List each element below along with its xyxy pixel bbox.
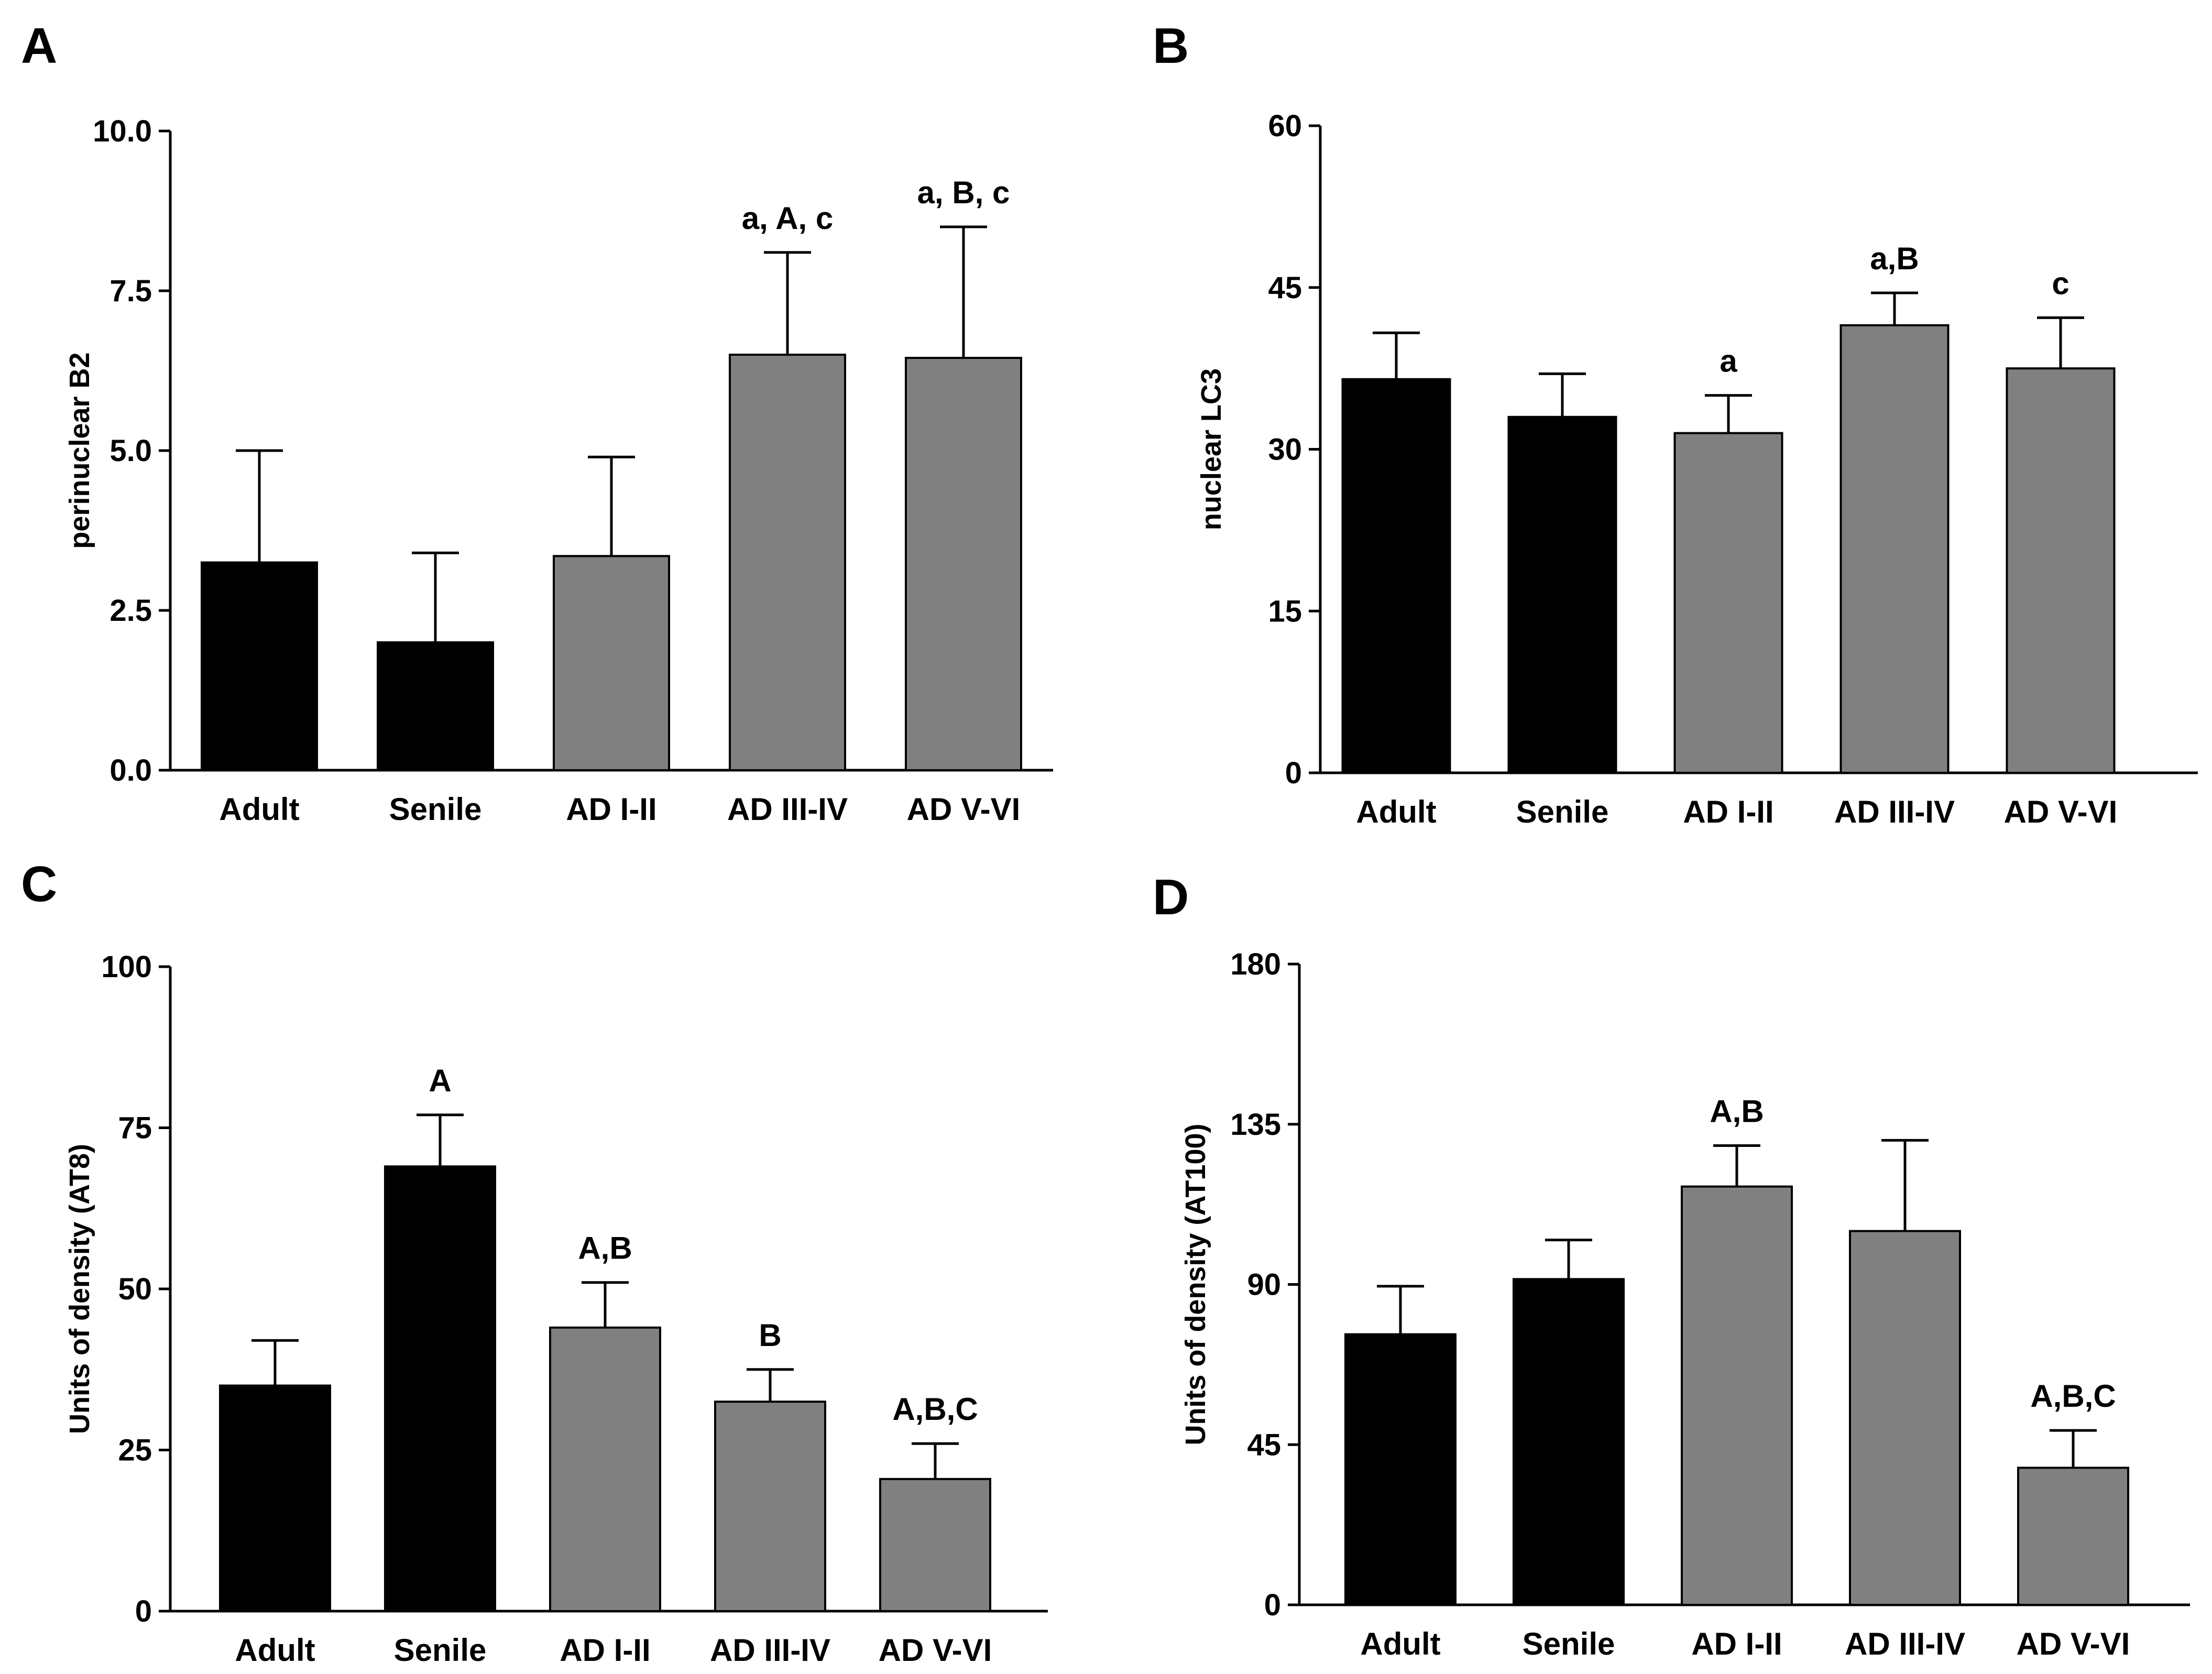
panel-letter: A [21,18,57,74]
bar-ad-i-ii [549,1326,661,1613]
panel-d-chart: D 0 45 90 135 180 Units of density (AT100) Adul… [1153,869,2190,1661]
x-tick-label: Adult [1356,794,1436,829]
y-tick-label: 45 [1268,271,1302,305]
x-tick-label: AD III-IV [1845,1626,1965,1661]
y-tick-label: 0 [135,1594,152,1628]
bar-adult [219,1384,331,1612]
y-tick-label: 135 [1230,1108,1281,1142]
y-tick-label: 75 [118,1111,152,1145]
x-tick-label: AD III-IV [1834,794,1955,829]
x-tick-label: AD V-VI [2017,1626,2130,1661]
y-tick-label: 25 [118,1434,152,1468]
significance-label: c [2052,266,2069,301]
y-tick-label: 5.0 [109,434,152,468]
x-tick-label: AD III-IV [710,1633,830,1668]
x-tick-label: Senile [1523,1626,1615,1661]
bar-ad-iii-iv [1849,1230,1961,1606]
x-tick-label: Adult [235,1633,315,1668]
significance-label: A,B,C [2030,1378,2116,1414]
bar-ad-iii-iv [1839,324,1950,774]
y-tick-label: 10.0 [93,114,152,148]
x-tick-label: Senile [389,792,482,827]
panel-a-chart: A 0.0 2.5 5.0 7.5 10.0 perinuclear B2 Adult Seni… [21,18,1053,827]
x-tick-label: AD I-II [1683,794,1773,829]
panel-b-chart: B 0 15 30 45 60 nuclear LC3 Adult Senile AD I-II a… [1153,18,2198,829]
bar-senile [384,1165,496,1613]
bar-adult [1344,1333,1457,1606]
bar-ad-v-vi [905,357,1022,771]
x-tick-label: AD I-II [560,1633,650,1668]
x-tick-label: Adult [1360,1626,1440,1661]
x-tick-label: AD III-IV [727,792,848,827]
panel-letter: D [1153,869,1189,925]
bar-senile [1513,1278,1625,1606]
bar-ad-i-ii [553,555,670,772]
significance-label: a [1720,344,1737,379]
x-tick-label: AD V-VI [907,792,1021,827]
x-tick-label: Senile [1516,794,1609,829]
y-tick-label: 100 [101,950,152,984]
x-tick-label: AD I-II [566,792,656,827]
significance-label: a,B [1870,241,1919,276]
bar-ad-iii-iv [714,1401,826,1612]
y-axis-title: Units of density (AT8) [64,1144,95,1434]
y-tick-label: 180 [1230,947,1281,981]
y-tick-label: 0 [1264,1588,1281,1622]
y-tick-label: 0 [1285,756,1302,790]
significance-label: a, B, c [917,175,1010,210]
bar-ad-v-vi [2017,1467,2129,1606]
y-tick-label: 15 [1268,594,1302,628]
x-tick-label: Senile [394,1633,487,1668]
x-tick-label: AD V-VI [2004,794,2118,829]
y-tick-label: 0.0 [109,753,152,787]
significance-label: A,B [578,1231,632,1266]
y-axis-title: perinuclear B2 [64,352,95,549]
x-tick-label: Adult [219,792,299,827]
panel-letter: B [1153,18,1189,74]
significance-label: A,B [1710,1094,1764,1129]
bar-ad-i-ii [1681,1185,1793,1606]
y-tick-label: 60 [1268,109,1302,143]
bar-ad-v-vi [879,1478,991,1613]
significance-label: A,B,C [892,1392,978,1427]
significance-label: A [429,1063,451,1098]
y-tick-label: 90 [1247,1268,1281,1302]
panel-c-chart: C 0 25 50 75 100 Units of density (AT8) Adult Se… [21,856,1048,1668]
bar-adult [1341,378,1451,774]
y-tick-label: 2.5 [109,594,152,628]
x-tick-label: AD V-VI [879,1633,992,1668]
y-axis-title: nuclear LC3 [1196,368,1227,530]
significance-label: a, A, c [742,201,834,236]
bar-ad-iii-iv [729,354,846,771]
significance-label: B [759,1318,781,1353]
y-tick-label: 50 [118,1272,152,1306]
panel-letter: C [21,856,57,912]
x-tick-label: AD I-II [1691,1626,1782,1661]
bar-ad-v-vi [2006,367,2116,774]
y-tick-label: 7.5 [109,274,152,308]
bar-senile [1507,415,1617,774]
y-tick-label: 45 [1247,1428,1281,1462]
y-axis-title: Units of density (AT100) [1180,1123,1211,1445]
bar-senile [377,641,494,771]
y-tick-label: 30 [1268,433,1302,467]
bar-ad-i-ii [1673,432,1783,774]
bar-adult [201,561,318,771]
